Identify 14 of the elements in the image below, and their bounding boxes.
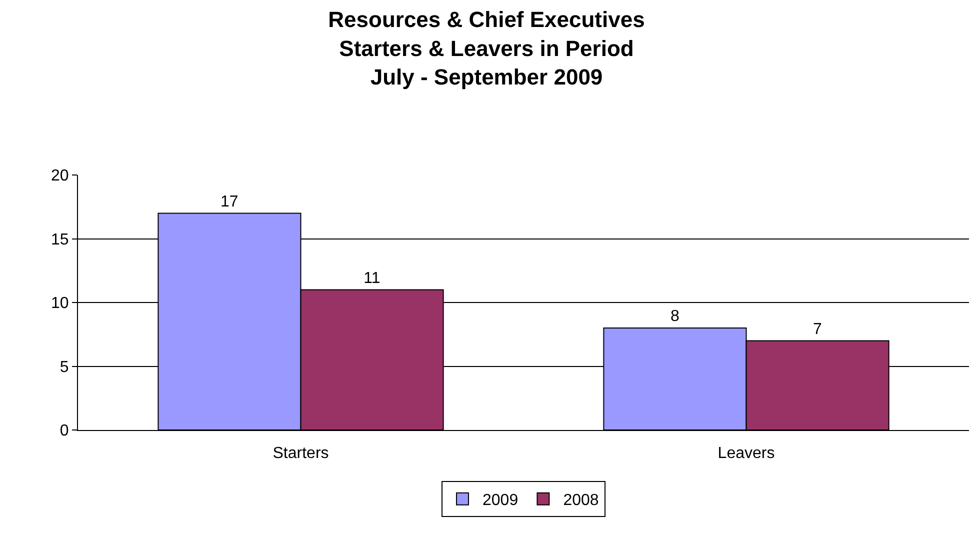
legend-label: 2008 [563, 492, 599, 510]
data-label: 17 [220, 193, 238, 210]
x-tick-label: Starters [272, 445, 329, 462]
chart-title: Resources & Chief Executives Starters & Leavers in Period July - September 2009 [328, 7, 645, 90]
y-tick-label: 5 [60, 358, 69, 376]
y-tick-label: 0 [60, 422, 69, 440]
y-tick-label: 15 [51, 231, 69, 248]
data-label: 11 [364, 270, 380, 287]
y-tick-label: 20 [51, 168, 69, 185]
data-label: 8 [670, 308, 680, 325]
y-tick-label: 10 [51, 295, 69, 312]
x-tick-label: Leavers [718, 445, 775, 462]
legend-label: 2009 [482, 492, 518, 510]
data-label: 7 [813, 320, 822, 338]
